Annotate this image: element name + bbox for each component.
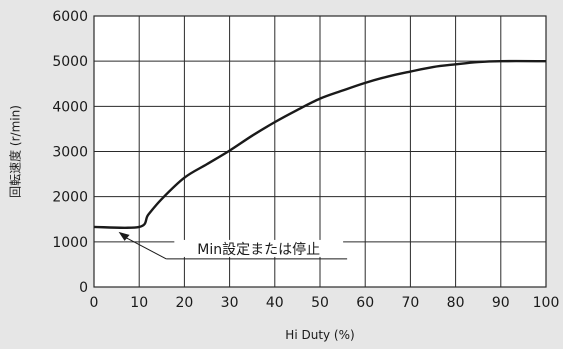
y-tick-label: 6000 <box>52 9 88 25</box>
y-tick-label: 5000 <box>52 54 88 70</box>
annotation-text: Min設定または停止 <box>197 241 320 258</box>
annotation: Min設定または停止 <box>118 231 348 260</box>
tick-labels: 0 10 20 30 40 50 60 70 80 90 100010002000300040005… <box>52 9 559 311</box>
y-tick-label: 3000 <box>52 145 88 161</box>
x-tick-label: 30 <box>221 295 239 311</box>
series-line <box>93 59 547 230</box>
x-tick-label: 90 <box>492 295 510 311</box>
x-tick-label: 80 <box>447 295 465 311</box>
y-tick-label: 4000 <box>52 99 88 115</box>
annotation-arrowhead <box>118 231 130 241</box>
y-tick-label: 0 <box>79 280 88 296</box>
x-tick-label: 70 <box>401 295 419 311</box>
x-axis-label: Hi Duty (%) <box>285 328 354 342</box>
y-tick-label: 2000 <box>52 190 88 206</box>
y-tick-label: 1000 <box>52 235 88 251</box>
y-axis-label: 回転速度 (r/min) <box>8 105 23 198</box>
series <box>93 59 547 230</box>
x-tick-label: 50 <box>311 295 329 311</box>
x-tick-label: 40 <box>266 295 284 311</box>
x-tick-label: 60 <box>356 295 374 311</box>
x-tick-label: 100 <box>533 295 560 311</box>
x-tick-label: 0 <box>90 295 99 311</box>
annotation-leader <box>122 235 167 260</box>
annotation-bg <box>174 239 344 257</box>
x-tick-label: 10 <box>130 295 148 311</box>
x-tick-label: 20 <box>175 295 193 311</box>
